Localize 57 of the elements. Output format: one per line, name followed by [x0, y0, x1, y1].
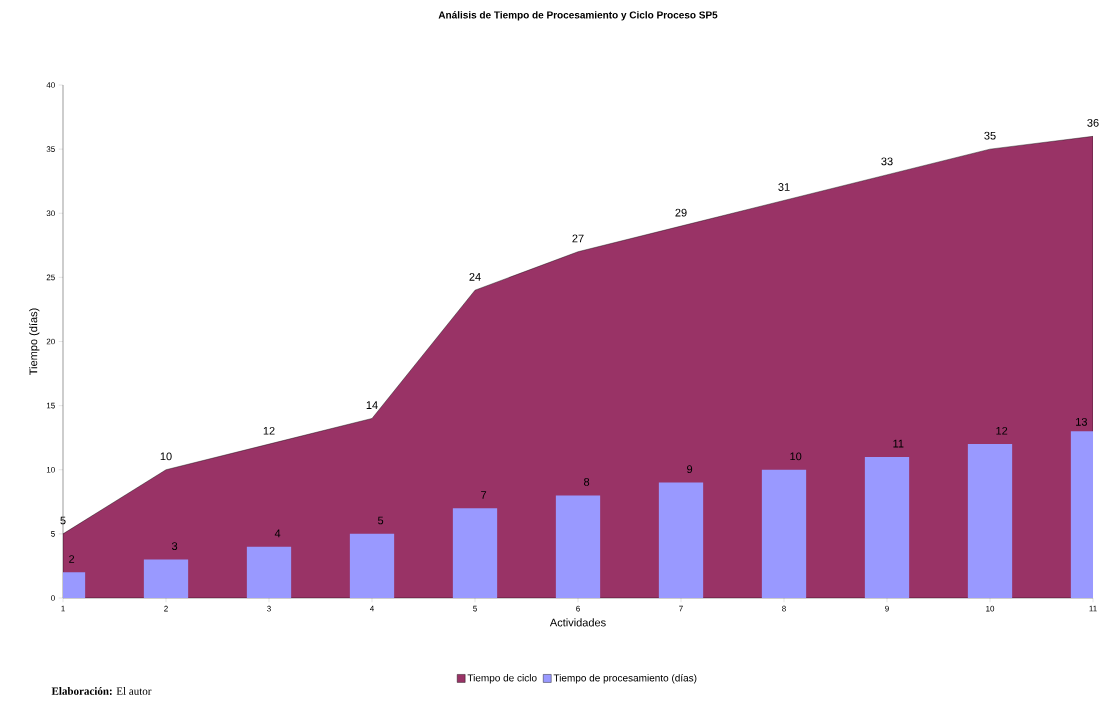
x-tick-label: 1	[61, 605, 65, 612]
bar	[864, 456, 910, 598]
y-tick-label: 5	[51, 531, 55, 537]
bar	[452, 508, 498, 598]
y-tick-label: 40	[46, 82, 55, 88]
bar	[658, 482, 704, 598]
data-label: 5	[60, 516, 66, 525]
data-label: 3	[171, 542, 178, 550]
data-label: 12	[996, 426, 1008, 435]
data-label: 33	[881, 157, 893, 166]
data-label: 8	[584, 478, 590, 486]
data-label: 29	[675, 208, 687, 217]
x-tick-label: 8	[782, 605, 786, 612]
y-tick-label: 30	[46, 210, 55, 217]
x-tick-label: 6	[576, 605, 580, 612]
bar	[143, 559, 189, 598]
data-label: 36	[1087, 118, 1099, 127]
data-label: 14	[366, 401, 378, 409]
legend-label: Tiempo de procesamiento (días)	[553, 674, 697, 684]
data-label: 11	[893, 439, 904, 448]
data-label: 2	[69, 555, 75, 563]
data-label: 4	[274, 529, 281, 538]
data-label: 12	[263, 426, 275, 435]
x-axis-title: Actividades	[549, 618, 606, 627]
data-label: 9	[687, 465, 693, 474]
bar	[761, 469, 807, 598]
y-tick-label: 10	[46, 466, 55, 473]
bar	[349, 533, 395, 598]
x-tick-label: 9	[885, 605, 889, 612]
y-tick-label: 35	[46, 146, 55, 152]
y-tick-label: 15	[46, 402, 55, 409]
data-label: 5	[377, 516, 384, 525]
chart-title: Análisis de Tiempo de Procesamiento y Ciclo Proceso SP5	[438, 11, 718, 21]
x-tick-label: 4	[369, 605, 374, 612]
data-label: 31	[778, 183, 790, 191]
x-tick-label: 3	[267, 605, 271, 612]
x-tick-label: 10	[986, 605, 995, 612]
y-tick-label: 25	[46, 274, 55, 281]
x-tick-label: 5	[473, 605, 477, 612]
bar	[555, 495, 601, 598]
data-label: 35	[984, 131, 996, 140]
data-label: 13	[1076, 417, 1087, 426]
legend-label: Tiempo de ciclo	[467, 674, 537, 684]
y-tick-label: 0	[51, 595, 55, 601]
data-label: 27	[572, 234, 584, 243]
y-axis-title: Tiempo (días)	[29, 308, 40, 375]
y-tick-label: 20	[46, 338, 55, 345]
bar	[246, 546, 292, 598]
text: Elaboración: El autor	[51, 687, 152, 695]
bar	[967, 444, 1013, 598]
data-label: 10	[160, 452, 172, 461]
x-tick-label: 7	[679, 605, 683, 612]
data-label: 24	[469, 273, 481, 281]
data-label: 7	[481, 491, 487, 499]
data-label: 10	[790, 452, 802, 461]
x-tick-label: 2	[164, 605, 168, 612]
x-tick-label: 11	[1089, 605, 1097, 612]
